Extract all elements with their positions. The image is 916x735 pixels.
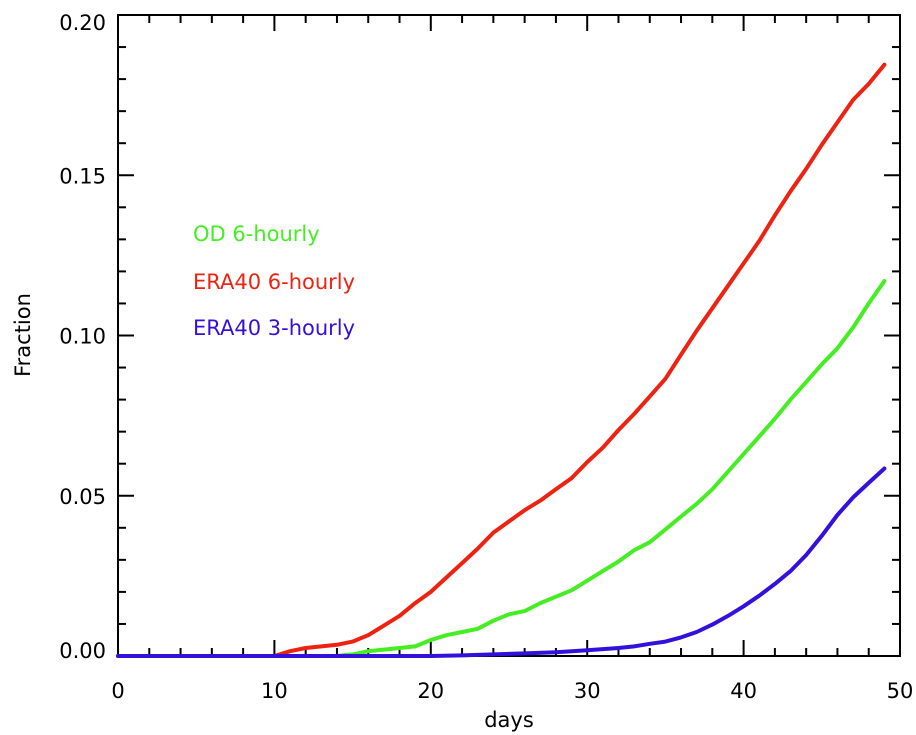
ticks (117, 14, 901, 657)
x-tick-label: 20 (417, 679, 444, 703)
legend-entry-era40-3-hourly: ERA40 3-hourly (193, 316, 355, 340)
y-tick-labels: 0.00 0.05 0.10 0.15 0.20 (59, 11, 106, 663)
x-tick-label: 50 (887, 679, 914, 703)
x-tick-labels: 0 10 20 30 40 50 (111, 679, 913, 703)
legend-entry-od-6-hourly: OD 6-hourly (193, 222, 320, 246)
x-tick-label: 10 (261, 679, 288, 703)
y-tick-label: 0.10 (59, 325, 106, 349)
y-tick-label: 0.20 (59, 11, 106, 35)
x-tick-label: 40 (730, 679, 757, 703)
series-lines (116, 62, 887, 658)
y-tick-label: 0.05 (59, 485, 106, 509)
x-tick-label: 0 (111, 679, 124, 703)
y-axis-title: Fraction (11, 293, 35, 377)
legend-entry-era40-6-hourly: ERA40 6-hourly (193, 270, 355, 294)
series-line-era40-3-hourly (116, 466, 887, 658)
legend: OD 6-hourly ERA40 6-hourly ERA40 3-hourly (193, 222, 355, 340)
series-line-od-6-hourly (116, 279, 887, 658)
y-tick-label: 0.00 (59, 639, 106, 663)
series-line-era40-6-hourly (116, 62, 887, 658)
x-tick-label: 30 (574, 679, 601, 703)
y-tick-label: 0.15 (59, 164, 106, 188)
x-axis-title: days (484, 708, 534, 732)
